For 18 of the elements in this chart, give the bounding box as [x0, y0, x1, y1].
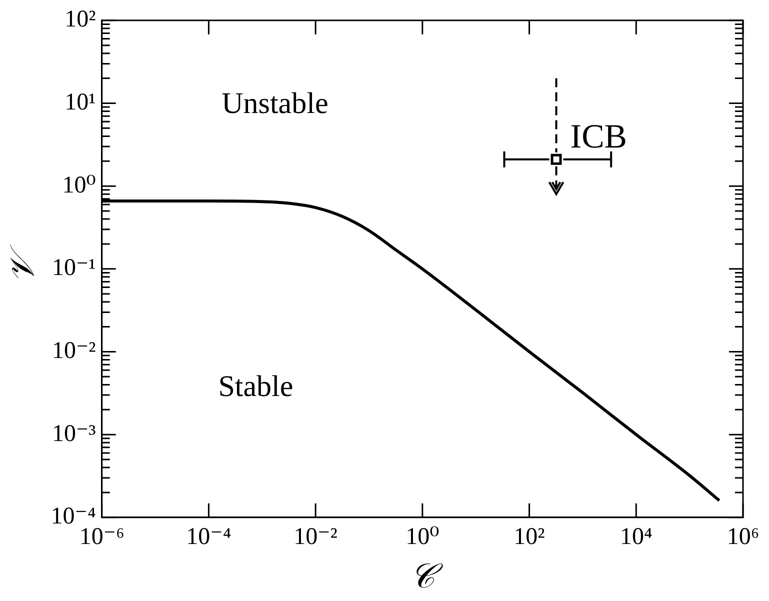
y-tick-label: 10⁻¹	[52, 255, 96, 282]
x-tick-label: 10⁶	[726, 524, 760, 550]
x-tick-label: 10²	[514, 524, 545, 550]
annotation: Stable	[218, 370, 294, 404]
y-tick-label: 10²	[64, 6, 96, 33]
x-tick-label: 10⁻⁶	[79, 524, 124, 550]
x-tick-label: 10⁴	[620, 524, 652, 550]
y-tick-label: 10⁰	[62, 172, 96, 198]
x-axis-title: 𝒞	[410, 558, 444, 596]
x-tick-label: 10⁰	[406, 524, 440, 550]
x-tick-label: 10⁻⁴	[186, 524, 232, 550]
y-tick-label: 10⁻²	[52, 338, 96, 364]
y-tick-label: 10⁻³	[52, 420, 96, 447]
y-axis-title: 𝒱	[4, 244, 42, 283]
annotation: Unstable	[222, 86, 328, 120]
y-tick-label: 10¹	[64, 90, 96, 116]
series-label: ICB	[570, 118, 627, 156]
x-tick-label: 10⁻²	[294, 524, 338, 550]
